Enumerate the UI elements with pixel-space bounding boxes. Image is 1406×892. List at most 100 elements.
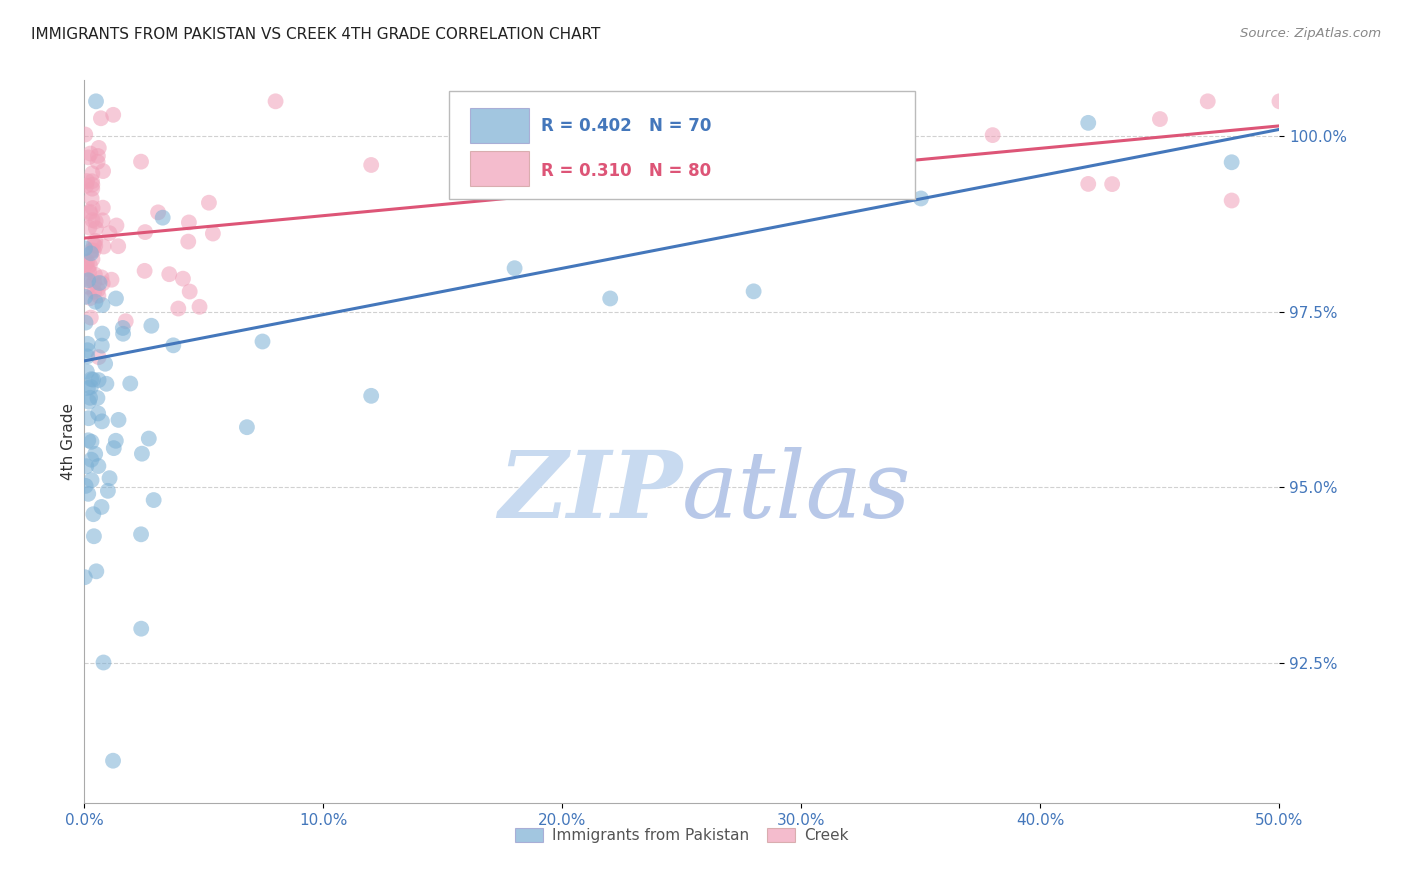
Point — [82, 178, 104, 192]
Point — [97, 483, 120, 498]
Point — [152, 211, 174, 225]
Point — [157, 267, 180, 281]
Point — [198, 195, 221, 210]
Point — [84, 95, 107, 109]
Point — [84, 214, 107, 228]
Point — [107, 413, 129, 427]
Point — [360, 158, 382, 172]
Point — [83, 244, 105, 258]
Point — [111, 321, 134, 335]
Point — [101, 754, 124, 768]
Point — [1149, 112, 1171, 126]
Point — [134, 264, 156, 278]
Text: ZIP: ZIP — [498, 447, 682, 537]
Point — [77, 262, 100, 277]
Point — [75, 272, 97, 286]
Point — [167, 301, 190, 316]
Point — [981, 128, 1004, 142]
Point — [80, 473, 103, 487]
FancyBboxPatch shape — [449, 91, 915, 200]
Point — [79, 220, 101, 235]
Point — [82, 252, 104, 266]
Text: R = 0.402   N = 70: R = 0.402 N = 70 — [541, 117, 711, 135]
Point — [77, 434, 100, 448]
Point — [172, 271, 194, 285]
Point — [86, 154, 108, 169]
Y-axis label: 4th Grade: 4th Grade — [60, 403, 76, 480]
Text: Source: ZipAtlas.com: Source: ZipAtlas.com — [1240, 27, 1381, 40]
Point — [360, 389, 382, 403]
Point — [129, 622, 152, 636]
Point — [742, 176, 765, 190]
Point — [910, 192, 932, 206]
Point — [179, 285, 201, 299]
Text: R = 0.310   N = 80: R = 0.310 N = 80 — [541, 161, 711, 179]
Point — [76, 254, 98, 268]
Point — [77, 273, 100, 287]
Point — [1220, 194, 1243, 208]
Point — [76, 174, 98, 188]
Point — [82, 182, 104, 196]
Point — [93, 239, 115, 253]
Point — [120, 376, 142, 391]
Point — [177, 235, 200, 249]
Point — [105, 219, 128, 233]
Point — [79, 391, 101, 405]
Point — [1101, 177, 1123, 191]
Point — [131, 447, 153, 461]
Point — [83, 237, 105, 252]
Point — [103, 108, 125, 122]
Point — [103, 441, 125, 455]
Point — [79, 206, 101, 220]
Point — [75, 290, 97, 304]
Point — [129, 527, 152, 541]
Point — [838, 177, 860, 191]
Point — [80, 191, 103, 205]
Point — [80, 310, 103, 325]
Legend: Immigrants from Pakistan, Creek: Immigrants from Pakistan, Creek — [509, 822, 855, 849]
Point — [79, 146, 101, 161]
Point — [83, 268, 105, 282]
Point — [79, 291, 101, 305]
Point — [77, 265, 100, 279]
Point — [90, 112, 112, 126]
Point — [87, 149, 110, 163]
Point — [76, 365, 98, 379]
Point — [177, 215, 200, 229]
Point — [80, 174, 103, 188]
Point — [87, 373, 110, 387]
Point — [86, 564, 108, 578]
Point — [93, 656, 115, 670]
Point — [87, 458, 110, 473]
Point — [236, 420, 259, 434]
Point — [1220, 155, 1243, 169]
Point — [599, 178, 621, 193]
Point — [201, 227, 224, 241]
Point — [73, 570, 96, 584]
Point — [83, 275, 105, 289]
Point — [83, 285, 105, 299]
Point — [82, 507, 104, 521]
Point — [84, 447, 107, 461]
Point — [129, 154, 152, 169]
Point — [77, 394, 100, 409]
Point — [79, 258, 101, 272]
Point — [112, 326, 135, 341]
Point — [83, 529, 105, 543]
Point — [82, 213, 104, 227]
Point — [90, 500, 112, 514]
Point — [86, 391, 108, 405]
Point — [162, 338, 184, 352]
Point — [90, 270, 112, 285]
Point — [89, 276, 111, 290]
Point — [87, 283, 110, 297]
Point — [90, 414, 112, 428]
Point — [76, 350, 98, 364]
Point — [80, 244, 103, 258]
Point — [84, 234, 107, 248]
Point — [79, 204, 101, 219]
Point — [98, 226, 121, 240]
Point — [100, 273, 122, 287]
Point — [742, 285, 765, 299]
Point — [75, 459, 97, 474]
